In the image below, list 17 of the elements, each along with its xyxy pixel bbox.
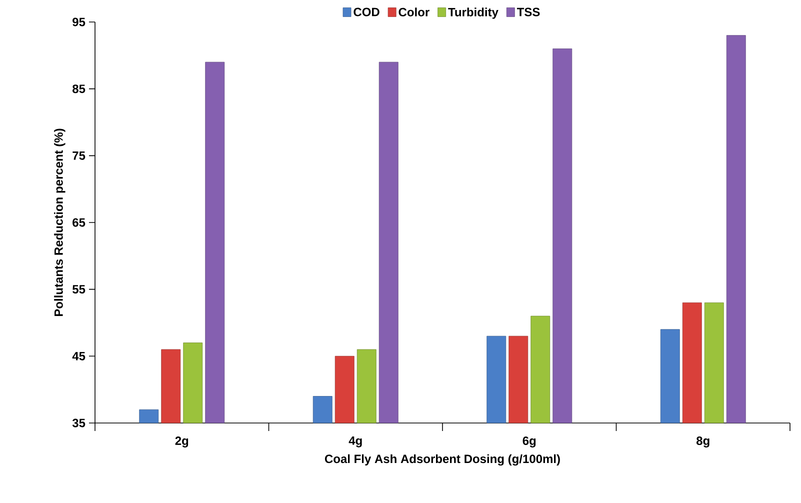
y-tick-label: 55 xyxy=(72,285,86,294)
x-tick-label: 6g xyxy=(522,436,536,448)
y-tick-label: 45 xyxy=(72,352,86,360)
x-tick-label: 4g xyxy=(348,436,362,448)
x-tick-label: 8g xyxy=(696,436,710,448)
y-tick-label: 95 xyxy=(72,18,86,26)
x-axis-title: Coal Fly Ash Adsorbent Dosing (g/100ml) xyxy=(324,454,560,466)
y-tick-label: 65 xyxy=(72,218,86,227)
y-tick-label: 85 xyxy=(72,84,86,94)
y-tick-label: 75 xyxy=(72,151,86,160)
y-tick-label: 35 xyxy=(72,418,86,428)
legend-label: TSS xyxy=(516,8,540,16)
legend-label: COD xyxy=(354,8,380,16)
legend-label: Color xyxy=(398,8,430,16)
legend-label: Turbidity xyxy=(448,8,498,19)
x-tick-label: 2g xyxy=(175,436,188,448)
y-axis-title: Pollutants Reduction percent (%) xyxy=(54,128,66,316)
